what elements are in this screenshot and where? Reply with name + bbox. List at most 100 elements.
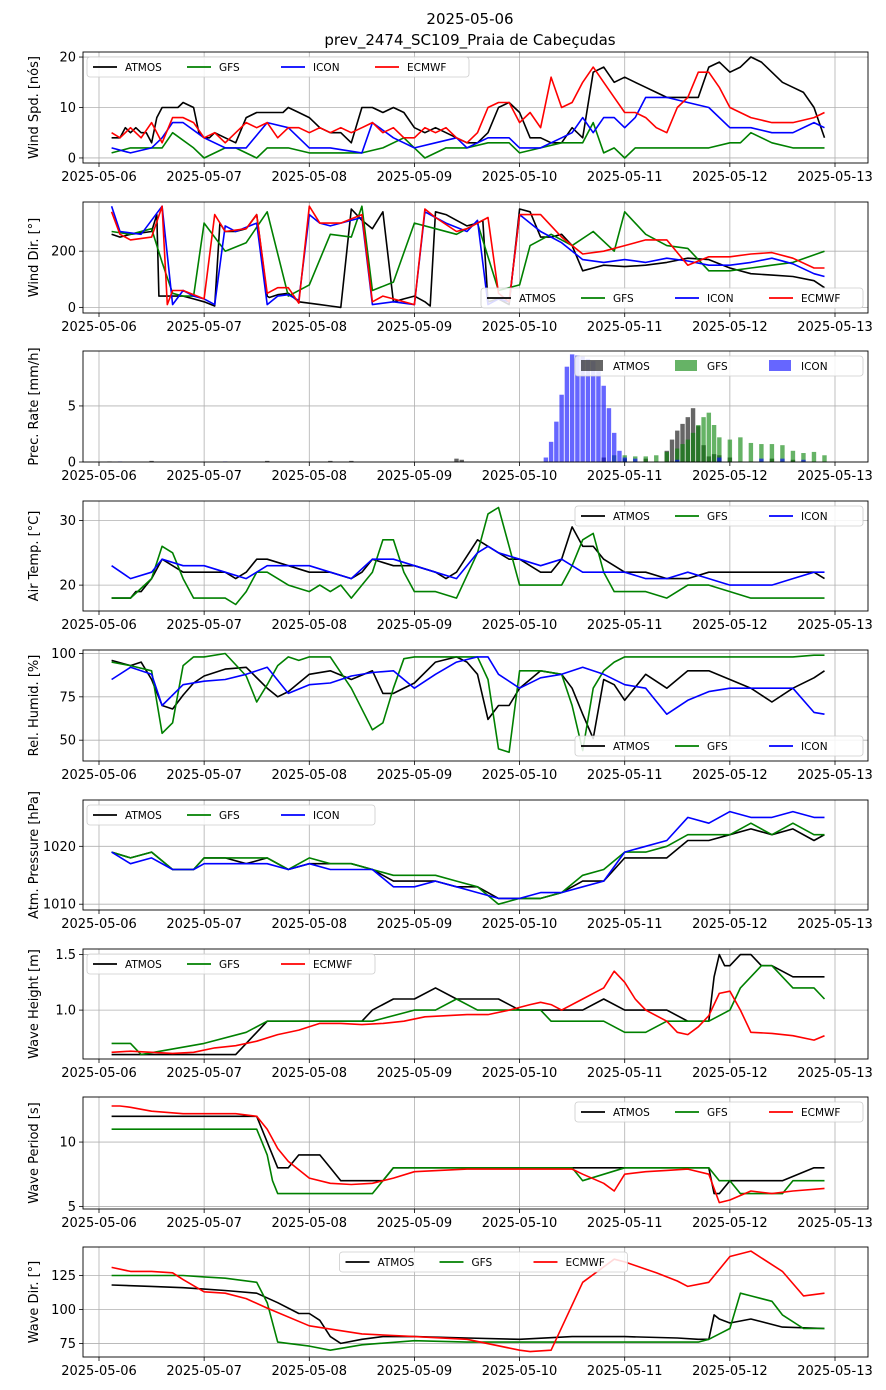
x-tick-label: 2025-05-11 [587,320,663,335]
legend-box [574,1101,864,1123]
bar-gfs [822,455,827,462]
legend: ATMOS GFS ICON [574,355,864,377]
bar-atmos [454,458,459,462]
legend-label: ICON [801,361,828,373]
series-atmos [111,56,826,144]
bar-icon [585,358,591,462]
bar-icon [559,394,564,462]
x-tick-label: 2025-05-13 [797,1216,873,1231]
x-tick-label: 2025-05-10 [482,469,558,484]
y-tick-label: 50 [59,734,76,749]
bar-gfs [706,412,712,462]
y-tick-label: 100 [51,1303,76,1318]
legend-box [339,1251,628,1273]
y-tick-label: 5 [68,1200,76,1215]
y-axis-label: Wave Period [s] [27,1102,42,1203]
x-tick-label: 2025-05-10 [482,1216,558,1231]
x-tick-label: 2025-05-07 [166,618,242,633]
panel-9: 2025-05-06 2025-05-07 2025-05-08 2025-05-09… [27,1246,873,1379]
x-tick-label: 2025-05-07 [166,1066,242,1081]
legend: ATMOS GFS ICON ECMWF [480,287,864,309]
series-gfs [111,506,825,606]
y-tick-label: 125 [51,1269,76,1284]
legend-label: ATMOS [519,293,556,305]
bar-icon [554,421,559,462]
series-layer [111,953,826,1056]
series-atmos [111,526,825,599]
x-tick-label: 2025-05-06 [61,1364,137,1379]
x-tick-label: 2025-05-07 [166,170,242,185]
series-ecmwf [111,66,825,144]
legend-label: ATMOS [613,1107,650,1119]
legend-swatch [769,360,791,371]
legend: ATMOS GFS ECMWF [86,953,376,975]
series-icon [111,545,825,586]
panel-3: 2025-05-06 2025-05-07 2025-05-08 2025-05-09… [27,347,873,484]
bar-icon [580,356,585,462]
legend-label: ECMWF [313,959,352,971]
legend-label: ECMWF [801,1107,840,1119]
x-tick-label: 2025-05-06 [61,1066,137,1081]
legend: ATMOS GFS ICON [574,735,864,757]
bar-atmos [459,459,464,462]
plot-frame [82,201,869,314]
x-tick-label: 2025-05-09 [377,1216,453,1231]
legend-label: ECMWF [801,293,840,305]
x-tick-label: 2025-05-08 [272,917,348,932]
bar-gfs [711,425,717,462]
series-atmos [111,656,825,740]
panel-4: 2025-05-06 2025-05-07 2025-05-08 2025-05-09… [27,500,873,633]
y-tick-label: 10 [59,101,76,116]
panel-2: 2025-05-06 2025-05-07 2025-05-08 2025-05-09… [27,201,873,335]
bar-icon [759,458,764,462]
legend-label: ECMWF [407,62,446,74]
legend-swatch [581,360,603,371]
x-tick-label: 2025-05-09 [377,618,453,633]
x-tick-label: 2025-05-11 [587,618,663,633]
y-axis-label: Prec. Rate [mm/h] [27,347,42,465]
x-tick-label: 2025-05-12 [692,170,768,185]
x-tick-label: 2025-05-09 [377,1066,453,1081]
y-tick-label: 200 [51,245,76,260]
x-tick-label: 2025-05-08 [272,1364,348,1379]
bar-icon [575,355,580,462]
x-tick-label: 2025-05-08 [272,1216,348,1231]
legend-label: GFS [707,361,728,373]
x-tick-label: 2025-05-11 [587,170,663,185]
x-tick-label: 2025-05-09 [377,320,453,335]
x-tick-label: 2025-05-11 [587,1216,663,1231]
plot-frame [82,350,869,463]
y-tick-label: 1010 [43,898,76,913]
x-tick-label: 2025-05-10 [482,618,558,633]
x-tick-label: 2025-05-12 [692,469,768,484]
series-layer [110,205,825,309]
bar-gfs [748,442,754,462]
series-atmos [111,1115,825,1195]
bar-atmos [149,460,154,462]
series-ecmwf [111,970,825,1055]
y-tick-label: 0 [68,301,76,316]
legend-box [574,505,864,527]
series-layer [111,506,825,606]
bar-atmos [680,423,685,462]
y-tick-label: 0 [68,151,76,166]
legend-label: GFS [219,959,240,971]
plot-frame [82,1096,869,1210]
bar-gfs [717,437,722,462]
panel-1: 2025-05-06 2025-05-07 2025-05-08 2025-05-09… [27,51,873,185]
legend-label: GFS [472,1257,493,1269]
series-layer [111,56,826,159]
x-tick-label: 2025-05-07 [166,469,242,484]
x-tick-label: 2025-05-06 [61,768,137,783]
y-axis-label: Wind Spd. [nós] [27,56,42,159]
y-tick-label: 75 [59,690,76,705]
x-tick-label: 2025-05-09 [377,917,453,932]
y-tick-label: 100 [51,647,76,662]
series-layer [111,652,825,754]
x-tick-label: 2025-05-13 [797,768,873,783]
x-tick-label: 2025-05-10 [482,917,558,932]
x-tick-label: 2025-05-11 [587,469,663,484]
x-tick-label: 2025-05-11 [587,917,663,932]
legend-label: ATMOS [613,741,650,753]
series-ecmwf [110,205,825,306]
